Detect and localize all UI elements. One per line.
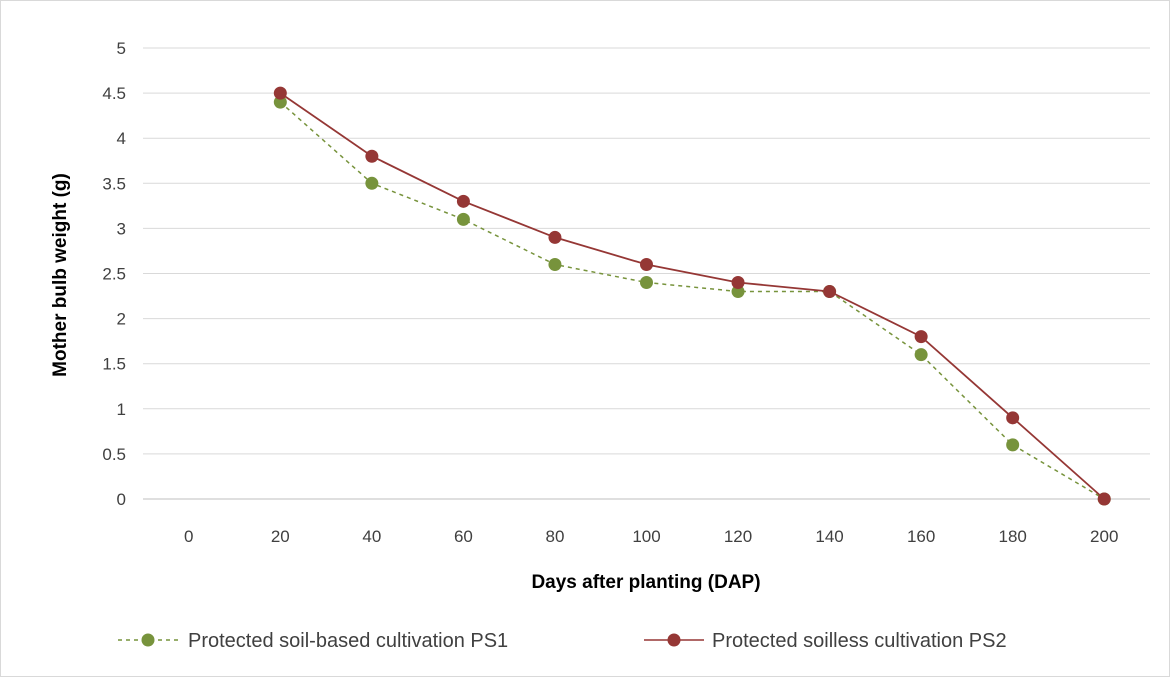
data-point-ps2 <box>365 149 379 163</box>
x-axis-title: Days after planting (DAP) <box>531 572 760 593</box>
data-point-ps1 <box>731 285 745 299</box>
x-tick-label: 0 <box>184 527 193 546</box>
y-tick-label: 4.5 <box>102 84 126 103</box>
y-tick-label: 0.5 <box>102 445 126 464</box>
legend-item-ps2: Protected soilless cultivation PS2 <box>644 630 1007 652</box>
legend-ps2-label: Protected soilless cultivation PS2 <box>712 630 1007 652</box>
series-line-ps2 <box>279 92 1105 500</box>
gridlines <box>143 47 1150 500</box>
data-point-ps2 <box>273 86 287 100</box>
data-point-ps2 <box>456 194 470 208</box>
legend: Protected soil-based cultivation PS1 Pro… <box>118 630 1007 652</box>
legend-item-ps1: Protected soil-based cultivation PS1 <box>118 630 508 652</box>
series-group <box>273 86 1111 506</box>
y-tick-label: 1 <box>117 400 126 419</box>
legend-ps2-marker <box>667 633 681 647</box>
legend-ps1-label: Protected soil-based cultivation PS1 <box>188 630 508 652</box>
data-point-ps1 <box>456 212 470 226</box>
y-tick-label: 3 <box>117 219 126 238</box>
x-tick-label: 160 <box>907 527 935 546</box>
x-tick-label: 60 <box>454 527 473 546</box>
y-tick-label: 4 <box>117 129 126 148</box>
y-axis-title: Mother bulb weight (g) <box>50 173 71 377</box>
x-tick-label: 80 <box>545 527 564 546</box>
x-tick-label: 200 <box>1090 527 1118 546</box>
data-point-ps1 <box>914 348 928 362</box>
x-tick-label: 120 <box>724 527 752 546</box>
data-point-ps1 <box>640 276 653 290</box>
x-tick-label: 100 <box>632 527 660 546</box>
x-tick-label: 20 <box>271 527 290 546</box>
data-point-ps1 <box>548 257 562 271</box>
data-point-ps2 <box>914 330 928 344</box>
data-point-ps2 <box>640 257 653 271</box>
y-tick-label: 2.5 <box>102 265 126 284</box>
data-point-ps2 <box>1097 492 1111 506</box>
x-tick-label: 140 <box>815 527 843 546</box>
y-axis-tick-labels: 0 0.5 1 1.5 2 2.5 3 3.5 4 4.5 5 <box>102 39 126 509</box>
y-tick-label: 0 <box>117 490 126 509</box>
x-tick-label: 180 <box>998 527 1026 546</box>
x-tick-label: 40 <box>362 527 381 546</box>
data-point-ps1 <box>365 176 379 190</box>
data-point-ps1 <box>1006 438 1020 452</box>
data-point-ps2 <box>1006 411 1020 425</box>
legend-ps1-marker <box>141 633 155 647</box>
y-tick-label: 2 <box>117 310 126 329</box>
series-line-ps1 <box>279 101 1105 500</box>
data-point-ps2 <box>823 285 837 299</box>
x-axis-tick-labels: 0 20 40 60 80 100 120 140 160 180 200 <box>184 527 1118 546</box>
y-tick-label: 3.5 <box>102 174 126 193</box>
data-point-ps2 <box>548 230 562 244</box>
data-point-ps2 <box>731 276 745 290</box>
y-tick-label: 1.5 <box>102 355 126 374</box>
y-tick-label: 5 <box>117 39 126 58</box>
data-point-ps1 <box>273 95 287 109</box>
